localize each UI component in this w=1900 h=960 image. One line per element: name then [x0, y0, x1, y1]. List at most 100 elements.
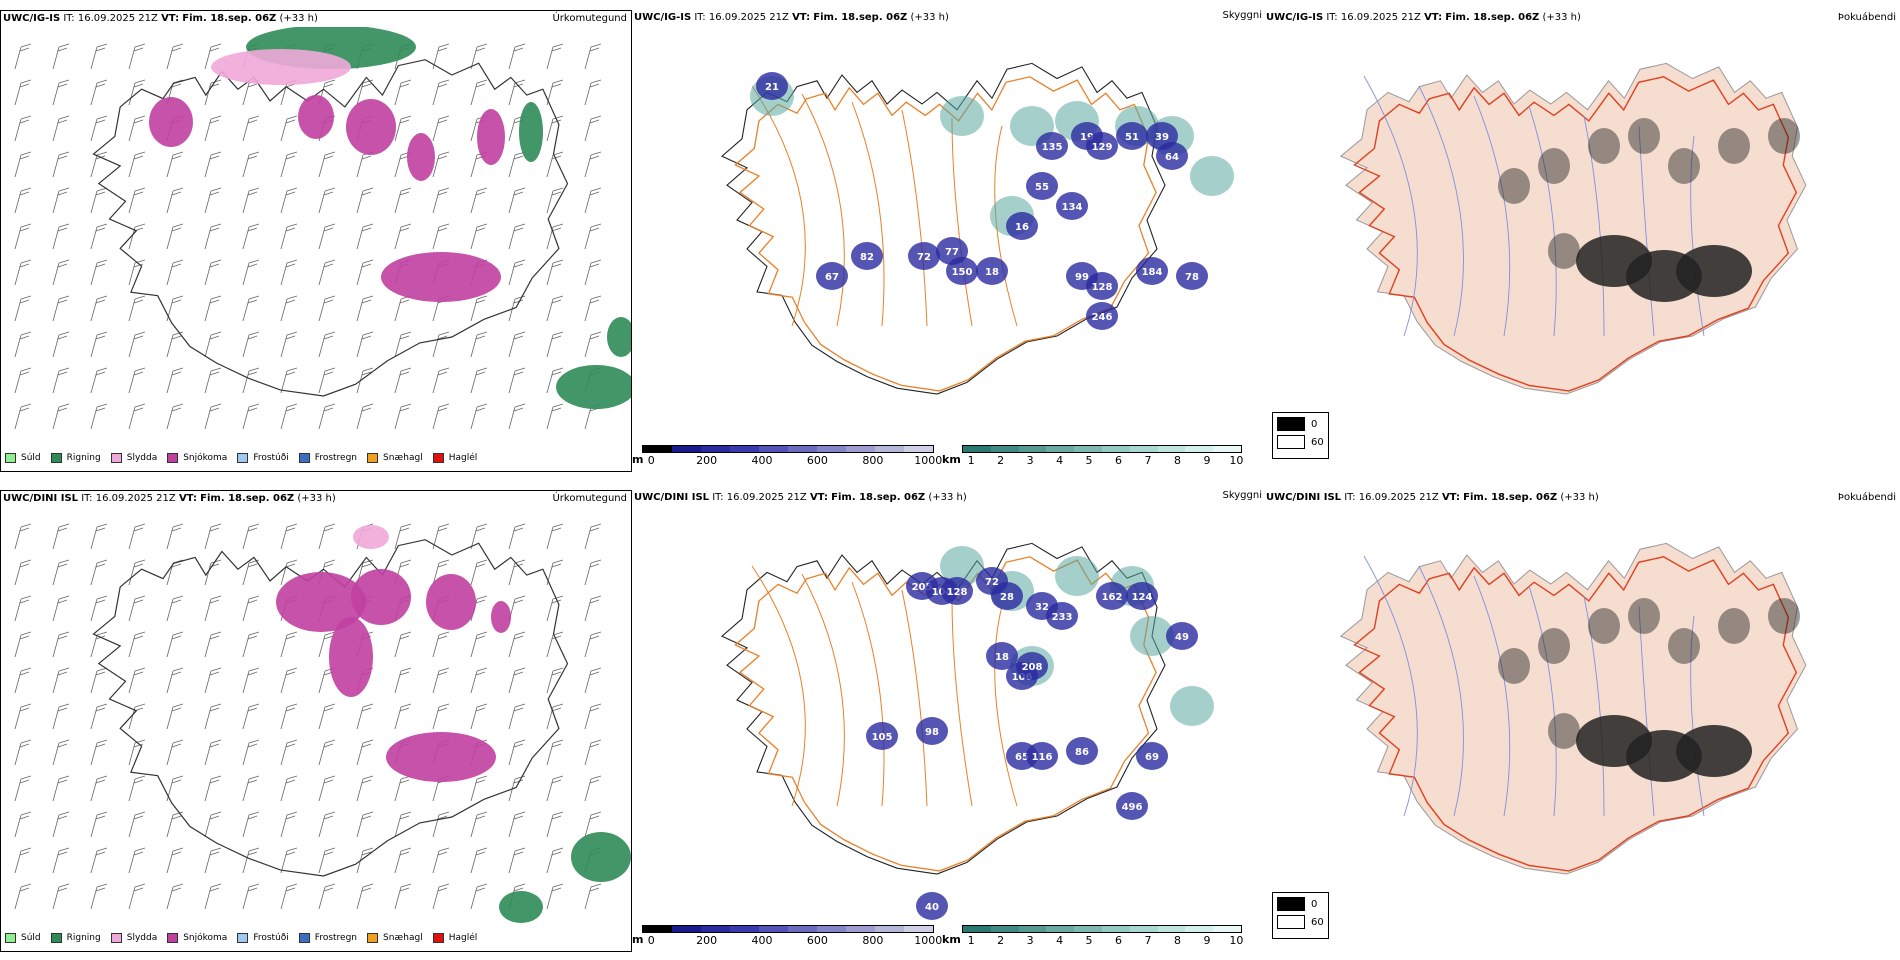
- colorbar-segment: [643, 446, 672, 452]
- colorbar-segment: [963, 446, 991, 452]
- wind-barb: [470, 331, 488, 358]
- legend-label: Frostúði: [253, 453, 289, 463]
- colorbar-segment: [1185, 926, 1214, 932]
- wind-barb: [470, 79, 488, 106]
- fog-area: [1538, 148, 1570, 184]
- wind-barb: [432, 631, 450, 658]
- wind-barb: [166, 259, 184, 286]
- fog-area: [1676, 245, 1752, 297]
- wind-barb: [14, 403, 32, 430]
- legend-swatch: [50, 453, 62, 463]
- wind-barb: [90, 883, 108, 910]
- legend-label: Haglél: [448, 453, 478, 463]
- wind-barb: [584, 79, 602, 106]
- wind-barb: [52, 883, 70, 910]
- fog-key-swatch: [1277, 417, 1305, 431]
- wind-barb: [584, 259, 602, 286]
- wind-barb: [204, 43, 222, 70]
- cloud-base-area: [1056, 192, 1088, 220]
- fog-area: [1628, 118, 1660, 154]
- fog-index-map: [1339, 542, 1807, 875]
- wind-barb: [470, 43, 488, 70]
- wind-barb: [470, 883, 488, 910]
- wind-barb: [14, 259, 32, 286]
- wind-barb: [432, 403, 450, 430]
- legend-item: Rigning: [50, 453, 101, 463]
- cloud-base-area: [976, 257, 1008, 285]
- cloud-base-colorbar: m 0 200 400 600 800 1000: [632, 925, 942, 947]
- wind-barb: [166, 151, 184, 178]
- colorbar-segment: [1101, 926, 1130, 932]
- wind-barb: [546, 667, 564, 694]
- wind-barb: [546, 331, 564, 358]
- wind-barb: [546, 811, 564, 838]
- colorbar-segment: [1185, 446, 1214, 452]
- snow-area: [491, 601, 511, 633]
- wind-barb: [242, 187, 260, 214]
- colorbar-tick: 0: [647, 934, 655, 947]
- road: [901, 589, 928, 807]
- colorbar-tick: 9: [1203, 934, 1211, 947]
- wind-barb: [280, 631, 298, 658]
- colorbar-tick: 8: [1173, 454, 1181, 467]
- road: [801, 93, 845, 327]
- fog-key-label: 0: [1311, 418, 1318, 430]
- wind-barb: [546, 403, 564, 430]
- wind-barb: [128, 811, 146, 838]
- wind-barb: [166, 667, 184, 694]
- wind-barb: [356, 703, 374, 730]
- wind-barb: [52, 151, 70, 178]
- wind-barb: [90, 367, 108, 394]
- wind-barb: [432, 79, 450, 106]
- wind-barb: [242, 703, 260, 730]
- wind-barb: [52, 667, 70, 694]
- wind-barb: [204, 151, 222, 178]
- wind-barb: [584, 187, 602, 214]
- wind-barb: [470, 559, 488, 586]
- wind-barb: [128, 79, 146, 106]
- wind-barb: [90, 739, 108, 766]
- cloud-base-label: 105: [872, 732, 893, 743]
- wind-barb: [128, 43, 146, 70]
- wind-barb: [90, 151, 108, 178]
- wind-barb: [242, 367, 260, 394]
- wind-barb: [546, 595, 564, 622]
- cloud-base-area: [1126, 582, 1158, 610]
- wind-barb: [584, 295, 602, 322]
- snow-area: [386, 732, 496, 782]
- wind-barb: [90, 43, 108, 70]
- wind-barb: [128, 115, 146, 142]
- snow-area: [276, 572, 366, 632]
- wind-barb: [242, 403, 260, 430]
- cloud-base-area: [986, 642, 1018, 670]
- wind-barb: [14, 115, 32, 142]
- colorbar-segment: [1074, 926, 1102, 932]
- wind-barb: [546, 259, 564, 286]
- river: [1363, 75, 1418, 337]
- wind-barb: [432, 847, 450, 874]
- cloud-base-label: 69: [1145, 752, 1159, 763]
- road: [851, 101, 885, 327]
- cloud-base-label: 82: [860, 252, 874, 263]
- cloud-base-label: 128: [1092, 282, 1113, 293]
- wind-barb: [14, 739, 32, 766]
- wind-barb: [128, 187, 146, 214]
- cloud-base-area: [1176, 262, 1208, 290]
- cloud-base-label: 55: [1035, 182, 1049, 193]
- wind-barb: [204, 115, 222, 142]
- snow-area: [426, 574, 476, 630]
- legend-item: Frostregn: [298, 933, 357, 943]
- wind-barb: [166, 43, 184, 70]
- colorbar-segment: [1213, 926, 1241, 932]
- wind-barb: [508, 151, 526, 178]
- colorbar-tick: 5: [1085, 934, 1093, 947]
- cloud-base-label: 19: [1080, 132, 1094, 143]
- wind-barb: [584, 739, 602, 766]
- road: [901, 109, 928, 327]
- wind-barb: [546, 883, 564, 910]
- wind-barb: [280, 523, 298, 550]
- wind-barb: [14, 295, 32, 322]
- wind-barb: [508, 187, 526, 214]
- legend-label: Haglél: [448, 933, 478, 943]
- wind-barb: [14, 595, 32, 622]
